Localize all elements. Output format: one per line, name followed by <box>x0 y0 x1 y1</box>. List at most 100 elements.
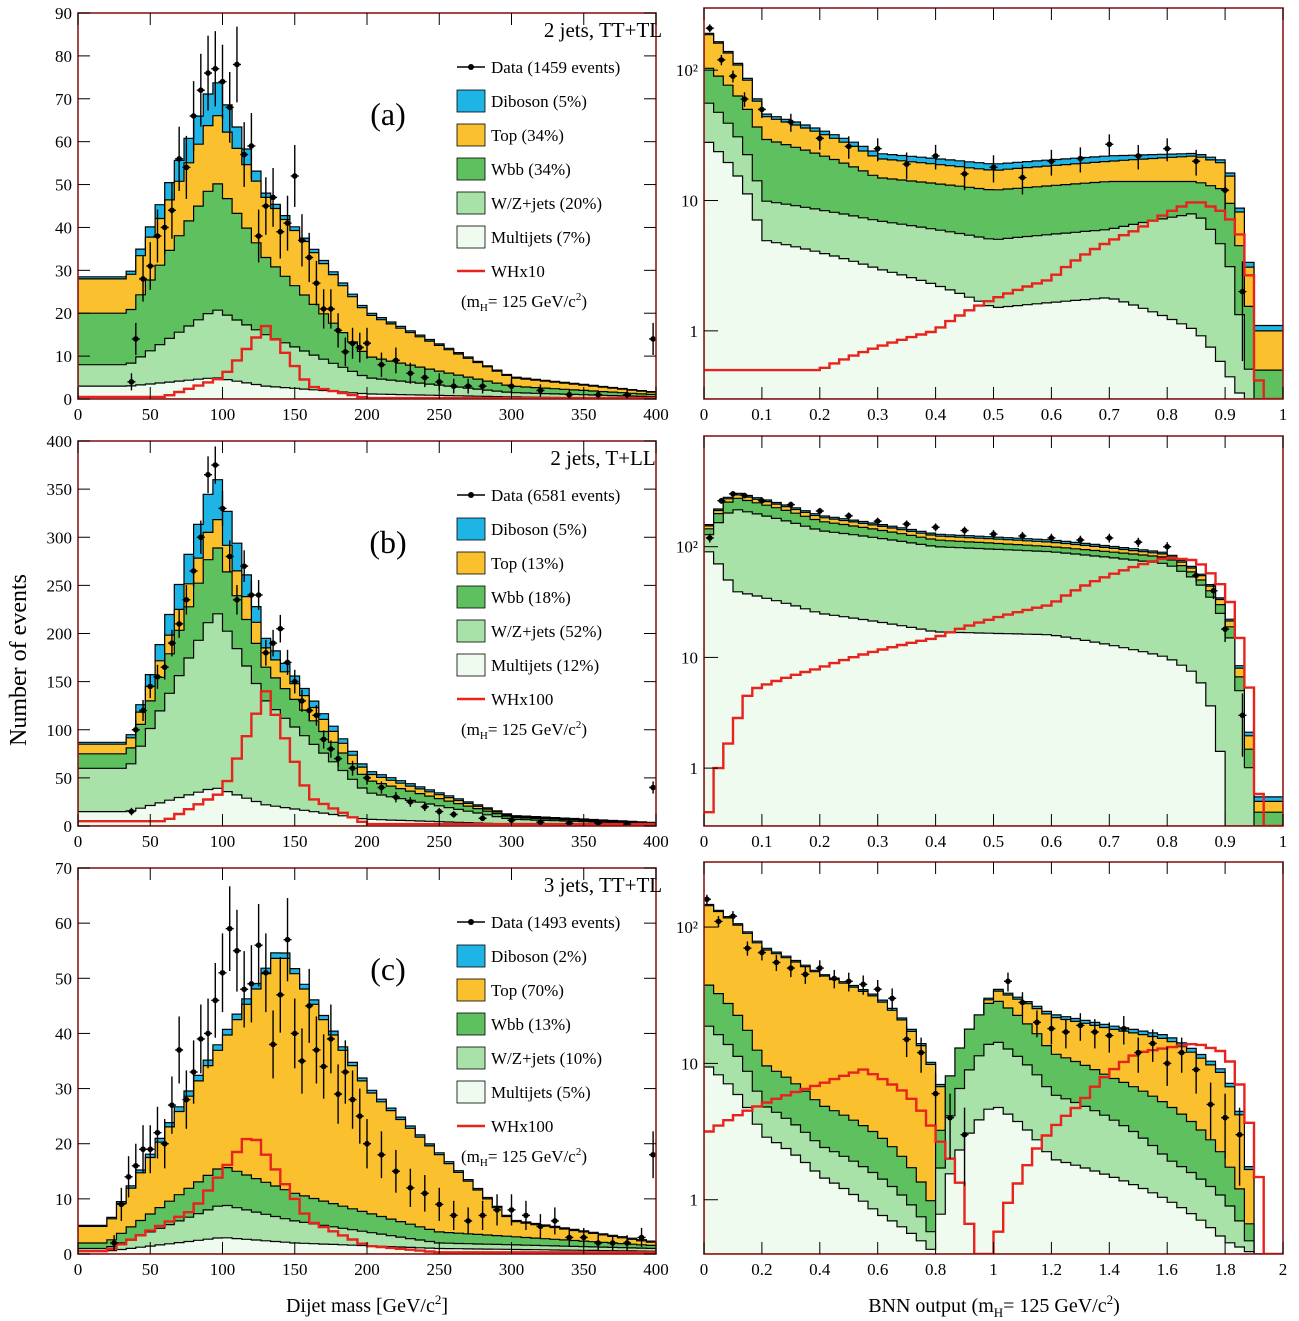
x-tick-label: 0.2 <box>751 1260 772 1279</box>
x-tick-label: 0.4 <box>925 405 947 424</box>
data-point-9 <box>175 1016 184 1084</box>
legend-swatch-wbb <box>456 1012 486 1036</box>
data-point-9 <box>902 520 911 529</box>
legend-label-wh: WHx100 <box>491 1117 553 1136</box>
panel-title: 2 jets, T+LL <box>550 446 655 470</box>
x-tick-label: 0.3 <box>867 832 888 851</box>
data-point-1 <box>131 720 140 740</box>
x-tick-label: 0.6 <box>1041 405 1062 424</box>
data-point-22 <box>269 1010 278 1079</box>
y-tick-label: 10² <box>676 538 698 557</box>
data-point-0 <box>705 24 714 33</box>
x-tick-label: 200 <box>354 832 380 851</box>
x-tick-label: 250 <box>427 1260 453 1279</box>
plot-area <box>704 491 1283 826</box>
legend-label-wh: WHx100 <box>491 690 553 709</box>
legend-swatch-wzjets <box>456 619 486 643</box>
data-point-5 <box>786 113 795 132</box>
data-point-16 <box>225 886 234 972</box>
x-tick-label: 50 <box>142 832 159 851</box>
x-tick-label: 0.5 <box>983 832 1004 851</box>
data-point-12 <box>211 446 220 484</box>
data-point-0 <box>110 1235 119 1251</box>
data-point-8 <box>873 517 882 526</box>
data-point-36 <box>377 1131 386 1179</box>
data-point-39 <box>449 378 458 394</box>
data-point-5 <box>160 654 169 680</box>
legend-label-wzjets: W/Z+jets (20%) <box>491 194 602 213</box>
panels: 0 50 100 150 200 250 300 350 4000102030405060708… <box>47 4 1288 1279</box>
data-point-2 <box>728 70 737 83</box>
data-point-20 <box>269 629 278 657</box>
panel-title: 2 jets, TT+TL <box>544 18 662 42</box>
data-point-16 <box>931 1073 940 1125</box>
data-point-39 <box>420 1175 429 1212</box>
y-tick-label: 50 <box>55 176 72 195</box>
x-tick-label: 200 <box>354 1260 380 1279</box>
data-point-47 <box>536 1214 545 1239</box>
data-point-17 <box>946 1093 955 1159</box>
data-point-36 <box>406 362 415 384</box>
data-points <box>705 491 1247 757</box>
legend-swatch-wbb <box>456 157 486 181</box>
data-point-14 <box>211 962 220 1038</box>
legend-swatch-top <box>456 551 486 575</box>
x-tick-label: 300 <box>499 832 525 851</box>
data-point-11 <box>960 526 969 535</box>
y-tick-label: 150 <box>47 673 73 692</box>
data-point-17 <box>1134 537 1143 547</box>
panel-title: 3 jets, TT+TL <box>544 873 662 897</box>
data-point-29 <box>334 750 343 767</box>
x-tick-label: 1 <box>989 1260 998 1279</box>
panel-a-left: 0 50 100 150 200 250 300 350 400 0 10 20 30 40 50 60 70 8… <box>55 4 669 424</box>
data-point-11 <box>204 456 213 494</box>
panel-letter: (b) <box>369 524 406 560</box>
data-point-21 <box>276 614 285 643</box>
legend-swatch-multijets <box>456 653 486 677</box>
data-point-21 <box>276 204 285 259</box>
legend-label-wbb: Wbb (13%) <box>491 1015 571 1034</box>
data-point-3 <box>146 242 155 290</box>
x-tick-label: 0.5 <box>983 405 1004 424</box>
data-point-14 <box>1047 533 1056 543</box>
data-point-25 <box>1090 1019 1099 1049</box>
x-tick-label: 0.1 <box>751 405 772 424</box>
data-point-15 <box>1076 147 1085 173</box>
data-point-28 <box>1134 1037 1143 1073</box>
data-point-33 <box>1206 1082 1215 1140</box>
y-tick-label: 250 <box>47 576 73 595</box>
panel-letter: (a) <box>370 96 406 132</box>
data-point-12 <box>989 530 998 539</box>
y-axis: 1 10 10² <box>676 538 718 778</box>
data-points <box>110 886 656 1251</box>
left-x-axis-label: Dijet mass [GeV/c2] <box>286 1292 448 1317</box>
y-axis: 1 10 10² <box>676 918 718 1210</box>
x-tick-label: 0.3 <box>867 405 888 424</box>
data-point-40 <box>464 378 473 394</box>
data-point-17 <box>247 113 256 179</box>
legend-label-top: Top (70%) <box>491 981 564 1000</box>
x-tick-label: 400 <box>643 832 669 851</box>
data-point-34 <box>355 1088 364 1144</box>
data-point-26 <box>1105 1022 1114 1053</box>
data-point-14 <box>225 71 234 143</box>
legend-label-data: Data (1459 events) <box>491 58 620 77</box>
y-tick-label: 400 <box>47 432 73 451</box>
data-point-4 <box>757 101 766 119</box>
data-point-12 <box>989 155 998 183</box>
x-tick-label: 300 <box>499 405 525 424</box>
y-axis: 1 10 10² <box>676 61 718 341</box>
data-point-0 <box>127 807 136 816</box>
x-tick-label: 0.2 <box>809 405 830 424</box>
data-point-13 <box>218 44 227 119</box>
data-point-8 <box>167 1076 176 1134</box>
y-tick-label: 80 <box>55 47 72 66</box>
x-tick-label: 2 <box>1279 1260 1288 1279</box>
legend-mass-note: (mH= 125 GeV/c2) <box>461 1146 587 1169</box>
data-point-19 <box>247 945 256 1023</box>
x-tick-label: 100 <box>210 832 236 851</box>
stack-multijets <box>704 551 1283 826</box>
data-point-15 <box>218 933 227 1013</box>
y-tick-label: 0 <box>64 390 73 409</box>
data-point-19 <box>261 639 270 666</box>
